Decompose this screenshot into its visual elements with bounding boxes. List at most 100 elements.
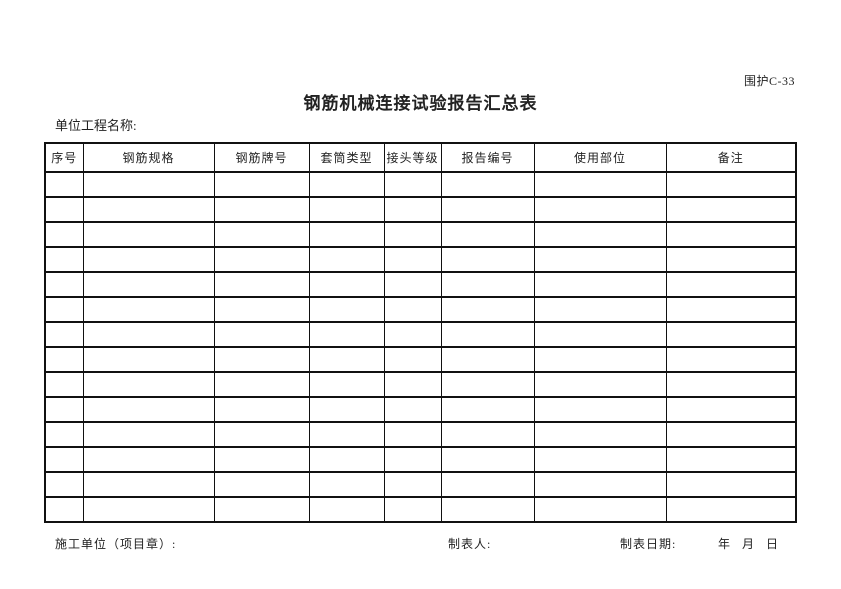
header-row: 序号 钢筋规格 钢筋牌号 套筒类型 接头等级 报告编号 使用部位 备注 [44, 142, 797, 173]
table-row [44, 421, 797, 448]
table-row [44, 446, 797, 473]
empty-cell [213, 421, 310, 448]
empty-cell [440, 346, 535, 373]
form-code-label: 围护C-33 [743, 74, 795, 88]
empty-cell [383, 421, 442, 448]
empty-cell [533, 396, 667, 423]
empty-cell [383, 271, 442, 298]
empty-cell [383, 321, 442, 348]
empty-cell [533, 196, 667, 223]
empty-cell [82, 296, 215, 323]
empty-cell [383, 471, 442, 498]
column-header: 序号 [44, 142, 84, 173]
empty-cell [533, 246, 667, 273]
empty-cell [440, 496, 535, 523]
empty-cell [440, 446, 535, 473]
empty-cell [82, 271, 215, 298]
empty-cell [213, 296, 310, 323]
empty-cell [308, 321, 385, 348]
empty-cell [82, 321, 215, 348]
empty-cell [440, 321, 535, 348]
table-row [44, 246, 797, 273]
empty-cell [383, 246, 442, 273]
empty-cell [533, 421, 667, 448]
empty-cell [44, 371, 84, 398]
empty-cell [533, 171, 667, 198]
table-row [44, 396, 797, 423]
empty-cell [533, 271, 667, 298]
table-row [44, 196, 797, 223]
empty-cell [533, 496, 667, 523]
empty-cell [533, 371, 667, 398]
empty-cell [383, 221, 442, 248]
empty-cell [308, 271, 385, 298]
date-day-label: 日 [766, 537, 780, 551]
empty-cell [44, 271, 84, 298]
empty-cell [44, 296, 84, 323]
empty-cell [44, 396, 84, 423]
empty-cell [44, 471, 84, 498]
empty-cell [665, 421, 797, 448]
empty-cell [308, 421, 385, 448]
table-row [44, 471, 797, 498]
empty-cell [440, 246, 535, 273]
empty-cell [665, 246, 797, 273]
page-title: 钢筋机械连接试验报告汇总表 [303, 94, 538, 113]
empty-cell [44, 321, 84, 348]
empty-cell [44, 346, 84, 373]
empty-cell [308, 396, 385, 423]
empty-cell [82, 346, 215, 373]
date-year-label: 年 [718, 537, 732, 551]
empty-cell [533, 296, 667, 323]
empty-cell [665, 471, 797, 498]
construction-unit-label: 施工单位（项目章）: [55, 537, 177, 551]
empty-cell [440, 171, 535, 198]
column-header: 使用部位 [533, 142, 667, 173]
empty-cell [213, 271, 310, 298]
empty-cell [213, 446, 310, 473]
table-row [44, 371, 797, 398]
empty-cell [440, 471, 535, 498]
empty-cell [44, 171, 84, 198]
empty-cell [82, 171, 215, 198]
empty-cell [665, 221, 797, 248]
empty-cell [213, 496, 310, 523]
preparer-label: 制表人: [448, 537, 492, 551]
date-month-label: 月 [742, 537, 756, 551]
empty-cell [440, 271, 535, 298]
table-row [44, 296, 797, 323]
empty-cell [383, 346, 442, 373]
empty-cell [665, 496, 797, 523]
table-row [44, 346, 797, 373]
empty-cell [665, 196, 797, 223]
empty-cell [308, 346, 385, 373]
empty-cell [44, 196, 84, 223]
empty-cell [308, 196, 385, 223]
empty-cell [308, 246, 385, 273]
empty-cell [383, 171, 442, 198]
column-header: 备注 [665, 142, 797, 173]
empty-cell [308, 171, 385, 198]
table-row [44, 271, 797, 298]
project-name-label: 单位工程名称: [55, 118, 137, 133]
empty-cell [44, 246, 84, 273]
empty-cell [44, 421, 84, 448]
empty-cell [533, 346, 667, 373]
empty-cell [665, 371, 797, 398]
empty-cell [213, 196, 310, 223]
empty-cell [383, 196, 442, 223]
empty-cell [82, 496, 215, 523]
empty-cell [213, 321, 310, 348]
table-row [44, 321, 797, 348]
empty-cell [308, 446, 385, 473]
empty-cell [440, 296, 535, 323]
empty-cell [308, 471, 385, 498]
table-row [44, 171, 797, 198]
empty-cell [440, 371, 535, 398]
empty-cell [82, 221, 215, 248]
empty-cell [82, 396, 215, 423]
empty-cell [82, 471, 215, 498]
empty-cell [213, 346, 310, 373]
empty-cell [213, 171, 310, 198]
